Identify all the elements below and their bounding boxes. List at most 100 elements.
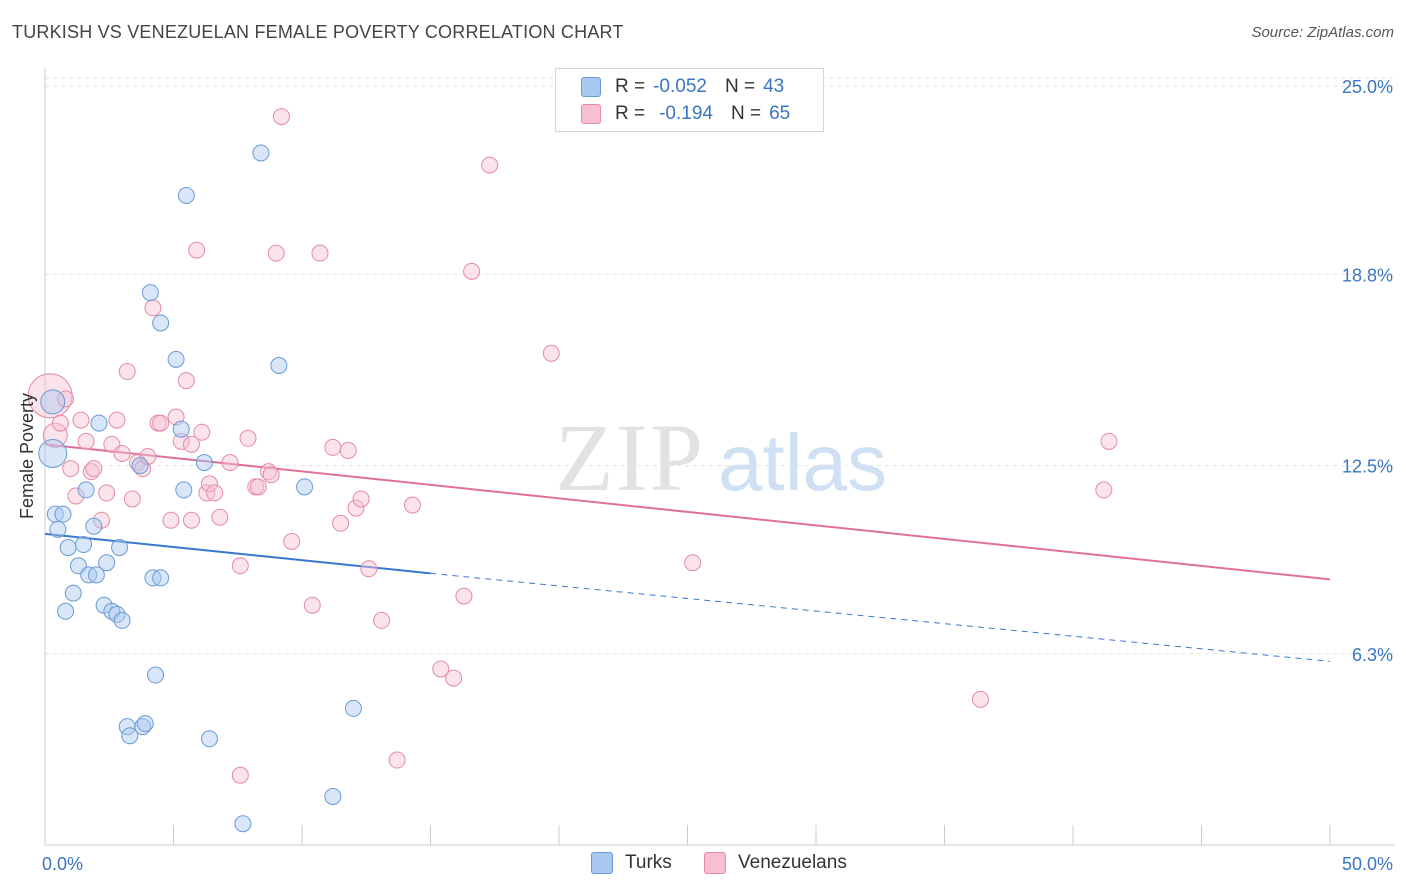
point-turks	[177, 186, 195, 204]
point-venezuelans	[172, 432, 190, 450]
correlation-legend: R = -0.052 N = 43 R = -0.194 N = 65	[555, 68, 824, 132]
point-venezuelans	[200, 475, 218, 493]
y-tick-label: 12.5%	[1342, 457, 1393, 477]
legend-row-turks: R = -0.052 N = 43	[581, 76, 784, 98]
point-venezuelans	[481, 156, 499, 174]
point-venezuelans	[388, 751, 406, 769]
point-venezuelans	[303, 596, 321, 614]
point-venezuelans	[57, 390, 75, 408]
point-turks	[172, 420, 190, 438]
x-tick-label: 0.0%	[42, 854, 83, 874]
point-venezuelans	[1095, 481, 1113, 499]
point-turks	[152, 314, 170, 332]
point-venezuelans	[82, 463, 100, 481]
point-venezuelans	[324, 438, 342, 456]
point-turks	[134, 718, 152, 736]
point-venezuelans	[67, 487, 85, 505]
point-venezuelans	[455, 587, 473, 605]
legend-swatch-venezuelans	[581, 104, 601, 124]
y-axis-label: Female Poverty	[17, 393, 37, 519]
chart-title: TURKISH VS VENEZUELAN FEMALE POVERTY COR…	[12, 22, 624, 42]
legend-n-label: N =	[724, 76, 756, 97]
point-turks	[38, 438, 68, 468]
point-venezuelans	[311, 244, 329, 262]
point-turks	[85, 517, 103, 535]
point-turks	[54, 505, 72, 523]
point-venezuelans	[332, 514, 350, 532]
point-venezuelans	[272, 108, 290, 126]
y-tick-label: 25.0%	[1342, 77, 1393, 97]
point-turks	[131, 457, 149, 475]
point-venezuelans	[347, 499, 365, 517]
point-venezuelans	[971, 690, 989, 708]
point-venezuelans	[211, 508, 229, 526]
point-venezuelans	[51, 414, 69, 432]
legend-item-venezuelans[interactable]: Venezuelans	[704, 852, 847, 874]
point-venezuelans	[1100, 432, 1118, 450]
legend-label-venezuelans: Venezuelans	[738, 852, 847, 873]
legend-r-value: -0.194	[659, 103, 713, 124]
point-turks	[40, 389, 66, 415]
point-venezuelans	[188, 241, 206, 259]
point-venezuelans	[206, 484, 224, 502]
point-venezuelans	[152, 414, 170, 432]
point-turks	[147, 666, 165, 684]
point-venezuelans	[182, 435, 200, 453]
point-venezuelans	[262, 466, 280, 484]
point-venezuelans	[177, 372, 195, 390]
legend-r-value: -0.052	[653, 76, 707, 97]
point-turks	[121, 727, 139, 745]
point-venezuelans	[231, 557, 249, 575]
point-venezuelans	[123, 490, 141, 508]
point-turks	[111, 539, 129, 557]
point-venezuelans	[98, 484, 116, 502]
point-turks	[270, 356, 288, 374]
point-turks	[59, 539, 77, 557]
point-turks	[87, 566, 105, 584]
point-venezuelans	[193, 423, 211, 441]
legend-r-label: R =	[615, 103, 646, 124]
point-venezuelans	[352, 490, 370, 508]
point-venezuelans	[108, 411, 126, 429]
point-turks	[57, 602, 75, 620]
point-turks	[152, 569, 170, 587]
point-venezuelans	[27, 373, 73, 419]
point-venezuelans	[231, 766, 249, 784]
series-legend: Turks Venezuelans	[0, 852, 1406, 878]
point-venezuelans	[684, 554, 702, 572]
point-turks	[98, 554, 116, 572]
point-venezuelans	[72, 411, 90, 429]
legend-item-turks[interactable]: Turks	[591, 852, 672, 874]
point-venezuelans	[113, 444, 131, 462]
point-venezuelans	[62, 460, 80, 478]
legend-r-label: R =	[615, 76, 646, 97]
point-turks	[141, 284, 159, 302]
trendline-turks	[44, 532, 431, 575]
point-turks	[234, 815, 252, 833]
x-tick-label: 50.0%	[1342, 854, 1393, 874]
point-turks	[77, 481, 95, 499]
point-venezuelans	[542, 344, 560, 362]
watermark-atlas: atlas	[718, 418, 887, 507]
trendline-venezuelans	[44, 443, 1331, 581]
point-turks	[175, 481, 193, 499]
point-venezuelans	[432, 660, 450, 678]
legend-row-venezuelans: R = -0.194 N = 65	[581, 103, 790, 125]
point-turks	[200, 730, 218, 748]
point-turks	[195, 454, 213, 472]
trendline-turks-projection	[430, 572, 1331, 662]
point-turks	[167, 350, 185, 368]
point-venezuelans	[221, 454, 239, 472]
legend-n-label: N =	[730, 103, 762, 124]
point-turks	[344, 699, 362, 717]
point-venezuelans	[463, 262, 481, 280]
point-venezuelans	[267, 244, 285, 262]
y-tick-label: 18.8%	[1342, 265, 1393, 285]
point-turks	[75, 536, 93, 554]
point-venezuelans	[445, 669, 463, 687]
point-turks	[113, 611, 131, 629]
point-venezuelans	[360, 560, 378, 578]
point-venezuelans	[162, 511, 180, 529]
point-venezuelans	[77, 432, 95, 450]
